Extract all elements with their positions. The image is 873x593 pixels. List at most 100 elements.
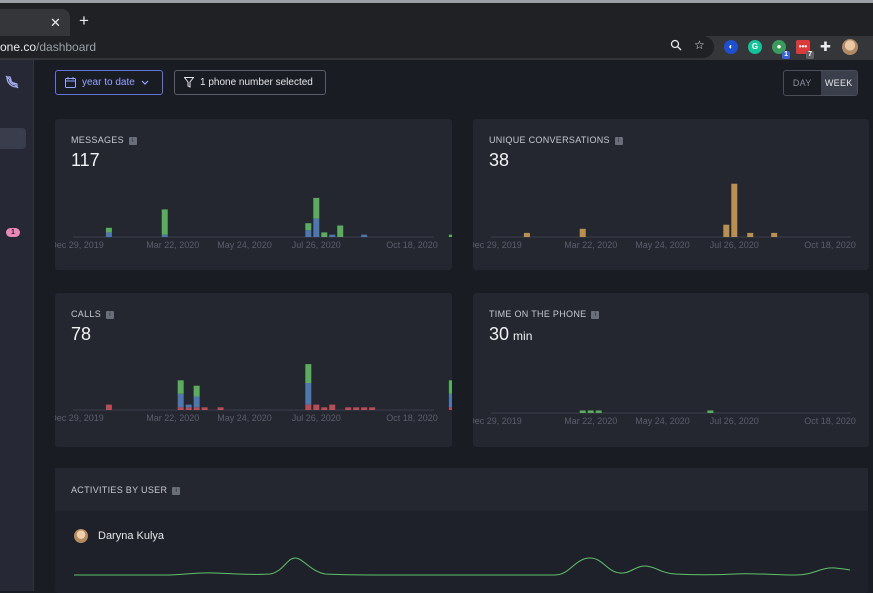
chart-bar[interactable] (579, 410, 586, 413)
new-tab-icon[interactable]: + (79, 11, 89, 30)
tab-close-icon[interactable]: ✕ (50, 15, 61, 30)
phone-number-filter[interactable]: 1 phone number selected (174, 70, 326, 95)
chart-bar[interactable] (579, 228, 586, 237)
chart-bar[interactable] (193, 407, 200, 410)
info-icon[interactable]: i (172, 487, 181, 495)
chart-bar[interactable] (105, 232, 112, 237)
chart-bar[interactable] (448, 407, 452, 410)
chart-bar[interactable] (105, 404, 112, 410)
chart-bar[interactable] (161, 234, 168, 237)
chart-bar[interactable] (177, 380, 184, 394)
chart-bar[interactable] (337, 225, 344, 238)
time-on-phone-card: Dec 29, 2019 Mar 22, 2020 May 24, 2020 Jul … (473, 293, 869, 447)
phone-slash-icon[interactable] (4, 74, 20, 90)
bookmark-star-icon[interactable]: ☆ (694, 38, 705, 52)
window-top-border (0, 0, 873, 3)
zoom-icon[interactable] (670, 39, 682, 54)
chart-bar[interactable] (321, 407, 328, 410)
chart-bar[interactable] (731, 183, 738, 237)
calls-title-text: CALLS (71, 309, 102, 319)
messages-card: Dec 29, 2019 Mar 22, 2020 May 24, 2020 Jul … (55, 119, 452, 270)
chart-bar[interactable] (185, 407, 192, 410)
extension-red-icon[interactable]: ••• 7 (796, 40, 814, 59)
chart-bar[interactable] (313, 404, 320, 410)
browser-tab[interactable]: ✕ (0, 9, 70, 36)
chart-bar[interactable] (305, 223, 312, 231)
grammarly-icon[interactable]: G (748, 40, 762, 54)
x-tick-label: Dec 29, 2019 (473, 416, 522, 426)
chart-bar[interactable] (313, 218, 320, 237)
chart-bar[interactable] (747, 232, 754, 237)
x-tick-label: Oct 18, 2020 (386, 413, 438, 423)
chart-bar[interactable] (305, 383, 312, 405)
extension-badge: 7 (806, 51, 814, 59)
profile-avatar[interactable] (842, 39, 858, 55)
unique-conversations-value: 38 (489, 150, 510, 170)
chart-bar[interactable] (321, 232, 328, 237)
user-activity-sparkline (74, 557, 851, 576)
extension-blue-icon[interactable]: ◐ (724, 40, 738, 54)
info-icon[interactable]: i (128, 137, 137, 145)
x-tick-label: Jul 26, 2020 (710, 416, 759, 426)
chart-bar[interactable] (448, 380, 452, 394)
date-range-filter[interactable]: year to date (55, 70, 163, 95)
x-tick-label: Oct 18, 2020 (804, 416, 856, 426)
time-value-unit: min (513, 329, 533, 343)
info-icon[interactable]: i (106, 311, 115, 319)
chart-bar[interactable] (193, 396, 200, 408)
chart-bar[interactable] (161, 209, 168, 235)
x-tick-label: Mar 22, 2020 (146, 413, 199, 423)
sidebar-item-dashboard[interactable] (0, 128, 26, 149)
chart-bar[interactable] (361, 407, 368, 410)
unique-conversations-chart: Dec 29, 2019 Mar 22, 2020 May 24, 2020 Jul … (473, 183, 856, 250)
x-tick-label: Dec 29, 2019 (55, 413, 104, 423)
chart-bar[interactable] (177, 407, 184, 410)
x-tick-label: Oct 18, 2020 (804, 240, 856, 250)
calendar-icon (65, 77, 76, 88)
info-icon[interactable]: i (591, 311, 600, 319)
chart-bar[interactable] (201, 407, 208, 410)
chart-bar[interactable] (305, 230, 312, 237)
chart-bar[interactable] (329, 234, 336, 237)
x-tick-label: Dec 29, 2019 (473, 240, 522, 250)
calls-title: CALLS i (71, 309, 115, 319)
chart-bar[interactable] (313, 197, 320, 219)
chart-bar[interactable] (345, 407, 352, 410)
chart-bar[interactable] (305, 404, 312, 410)
chart-bar[interactable] (523, 232, 530, 237)
info-icon[interactable]: i (614, 137, 623, 145)
x-tick-label: Jul 26, 2020 (292, 240, 341, 250)
chart-bar[interactable] (448, 393, 452, 408)
extensions-puzzle-icon[interactable]: ✚ (820, 39, 831, 54)
time-on-phone-title: TIME ON THE PHONE i (489, 309, 600, 319)
address-bar[interactable]: one.co/dashboard ☆ (0, 36, 714, 58)
chart-bar[interactable] (587, 410, 594, 413)
chart-bar[interactable] (369, 407, 376, 410)
chart-bar[interactable] (217, 407, 224, 410)
chart-bar[interactable] (329, 404, 336, 410)
chart-bar[interactable] (105, 227, 112, 233)
chart-bar[interactable] (177, 393, 184, 408)
chart-bar[interactable] (305, 364, 312, 383)
chart-bar[interactable] (707, 410, 714, 413)
chart-bar[interactable] (185, 404, 192, 408)
user-name[interactable]: Daryna Kulya (98, 530, 165, 542)
chart-bar[interactable] (723, 224, 730, 237)
x-tick-label: Mar 22, 2020 (564, 416, 617, 426)
chart-bar[interactable] (771, 232, 778, 237)
x-tick-label: Jul 26, 2020 (292, 413, 341, 423)
x-tick-label: May 24, 2020 (635, 240, 690, 250)
chart-bar[interactable] (448, 234, 452, 237)
toggle-week-button[interactable]: WEEK (820, 71, 857, 95)
chart-bar[interactable] (353, 407, 360, 410)
chart-bar[interactable] (595, 410, 602, 413)
chart-bar[interactable] (193, 385, 200, 397)
chevron-down-icon (141, 80, 149, 85)
x-tick-label: Jul 26, 2020 (710, 240, 759, 250)
x-tick-label: Mar 22, 2020 (146, 240, 199, 250)
browser-tab-bar: ✕ + (0, 3, 873, 36)
toggle-day-button[interactable]: DAY (792, 78, 812, 88)
chart-bar[interactable] (361, 234, 368, 237)
url-path: /dashboard (36, 40, 97, 54)
extension-green-icon[interactable]: ● 1 (772, 40, 790, 59)
